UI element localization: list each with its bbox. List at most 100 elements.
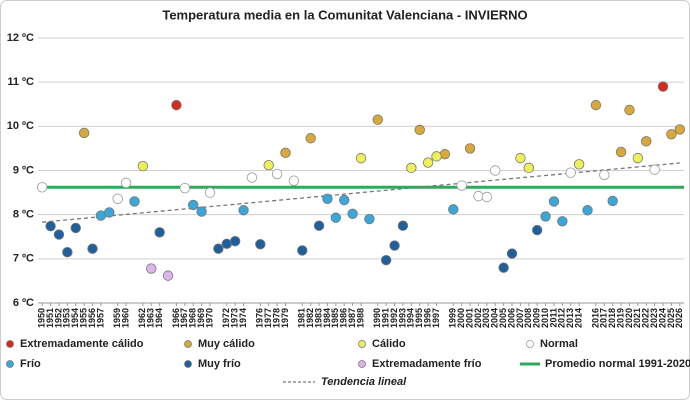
point <box>590 99 602 111</box>
point <box>330 212 342 223</box>
point <box>339 194 350 206</box>
point <box>624 104 635 116</box>
x-tick-label: 2018 <box>607 308 617 328</box>
legend-label: Extremadamente cálido <box>20 338 144 350</box>
x-tick-label: 1959 <box>112 308 122 328</box>
x-tick-label: 1984 <box>322 308 332 328</box>
point <box>523 162 534 174</box>
point <box>146 263 157 274</box>
point <box>666 129 677 140</box>
x-tick-label: 1970 <box>204 308 214 328</box>
point <box>573 159 585 170</box>
x-tick-label: 2001 <box>464 308 474 328</box>
x-tick-label: 2004 <box>490 308 500 328</box>
x-tick-label: 1994 <box>406 308 416 328</box>
point <box>506 248 518 259</box>
point <box>347 208 358 219</box>
x-tick-label: 1963 <box>146 308 156 328</box>
point <box>548 196 560 207</box>
x-tick-label: 2022 <box>641 308 651 328</box>
legend-marker <box>6 360 14 368</box>
point <box>129 196 140 207</box>
point <box>213 243 224 254</box>
x-tick-label: 1969 <box>196 308 206 328</box>
x-tick-label: 1979 <box>280 308 290 328</box>
x-tick-label: 1981 <box>297 308 307 328</box>
x-tick-label: 2016 <box>590 308 600 328</box>
x-tick-label: 1956 <box>87 308 97 328</box>
point <box>607 195 618 207</box>
point <box>171 99 182 111</box>
x-tick-label: 1952 <box>53 308 63 328</box>
legend-marker <box>358 360 366 368</box>
x-tick-label: 2006 <box>506 308 516 328</box>
point <box>36 182 48 193</box>
point <box>531 224 543 236</box>
point <box>154 227 165 238</box>
point <box>481 191 493 203</box>
x-tick-label: 1977 <box>263 308 273 328</box>
point <box>53 229 65 240</box>
x-tick-label: 1967 <box>179 308 189 328</box>
x-tick-label: 2024 <box>657 308 667 328</box>
x-tick-label: 1996 <box>422 308 432 328</box>
legend-marker <box>184 360 192 368</box>
x-tick-label: 1951 <box>45 308 55 328</box>
point <box>582 205 593 216</box>
x-tick-label: 1964 <box>154 308 164 328</box>
x-tick-label: 2026 <box>674 308 684 328</box>
x-tick-label: 2017 <box>599 308 609 328</box>
x-tick-label: 2019 <box>615 308 625 328</box>
x-tick-label: 1983 <box>313 308 323 328</box>
point <box>498 262 509 273</box>
x-tick-label: 2014 <box>574 308 584 328</box>
y-tick-label: 7 ºC <box>13 253 34 265</box>
x-tick-label: 1953 <box>62 308 72 328</box>
point <box>380 254 392 266</box>
x-tick-label: 2002 <box>473 308 483 328</box>
point <box>45 220 56 232</box>
legend-label: Muy frío <box>198 358 241 370</box>
x-tick-label: 1957 <box>95 308 105 328</box>
x-tick-label: 2005 <box>498 308 508 328</box>
point <box>464 143 476 154</box>
point <box>288 175 300 186</box>
point <box>641 136 652 147</box>
point <box>263 159 274 171</box>
legend-label: Normal <box>540 338 578 350</box>
point <box>557 216 568 227</box>
x-tick-label: 1973 <box>230 308 240 328</box>
point <box>188 199 199 211</box>
point <box>255 239 266 250</box>
x-tick-label: 2013 <box>565 308 575 328</box>
point <box>204 187 216 198</box>
point <box>599 169 610 181</box>
legend-label: Tendencia lineal <box>321 376 407 388</box>
point <box>112 193 123 204</box>
point <box>431 151 442 162</box>
x-tick-label: 1966 <box>171 308 181 328</box>
x-tick-label: 2000 <box>456 308 466 328</box>
point <box>120 177 132 189</box>
point <box>414 124 425 136</box>
point <box>565 167 576 178</box>
x-tick-label: 1992 <box>389 308 399 328</box>
point <box>615 146 627 158</box>
legend-marker <box>184 340 192 348</box>
x-tick-label: 2007 <box>515 308 525 328</box>
point <box>515 152 526 164</box>
x-tick-label: 1972 <box>221 308 231 328</box>
point <box>372 114 383 125</box>
legend-label: Frío <box>20 358 41 370</box>
x-tick-label: 1976 <box>255 308 265 328</box>
point <box>305 133 316 144</box>
x-tick-label: 1999 <box>448 308 458 328</box>
y-tick-label: 12 ºC <box>7 32 34 44</box>
point <box>78 127 90 139</box>
x-tick-label: 2012 <box>557 308 567 328</box>
x-tick-label: 1987 <box>347 308 357 328</box>
point <box>397 220 409 231</box>
point <box>62 247 73 258</box>
point <box>313 220 325 231</box>
